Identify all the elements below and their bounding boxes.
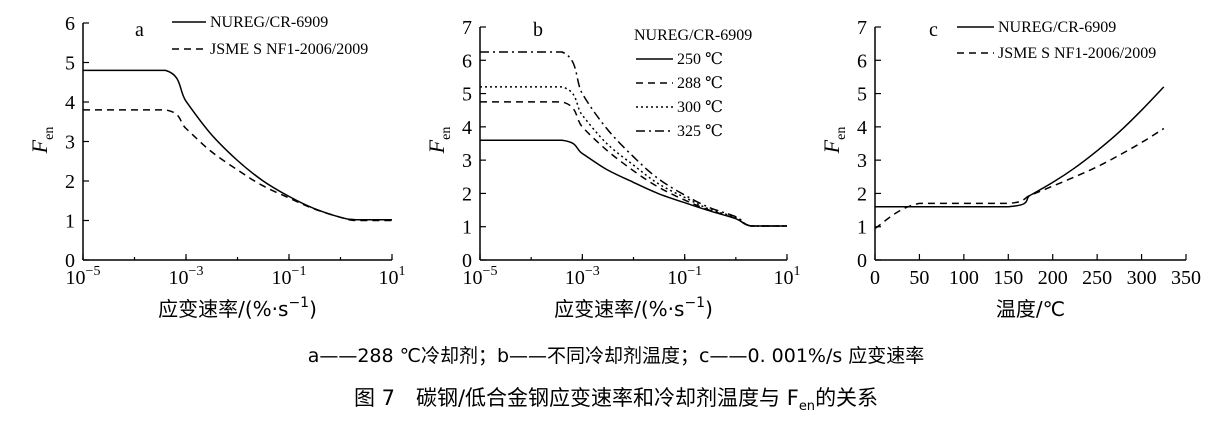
x-tick-label: 50 — [909, 267, 929, 289]
legend-entry: NUREG/CR-6909 — [998, 19, 1116, 36]
x-tick-label: 101 — [774, 264, 801, 289]
legend: NUREG/CR-6909 250 ℃ 288 ℃ 300 ℃ 325 ℃ — [634, 27, 752, 140]
legend-entry: 325 ℃ — [677, 123, 723, 140]
x-tick-label: 150 — [993, 267, 1023, 289]
panel-label: b — [533, 19, 543, 41]
series-line — [480, 139, 787, 227]
legend-entry: JSME S NF1-2006/2009 — [210, 41, 368, 58]
x-tick-label: 10−1 — [667, 264, 702, 289]
figure-caption-main: 图 7 碳钢/低合金钢应变速率和冷却剂温度与 F — [354, 386, 799, 410]
legend-entry: 288 ℃ — [677, 75, 723, 92]
legend-entry: JSME S NF1-2006/2009 — [998, 45, 1156, 62]
figure-sub-caption: a——288 ℃冷却剂；b——不同冷却剂温度；c——0. 001%/s 应变速率 — [308, 345, 925, 367]
panel-a: 0 1 2 3 4 5 6 10−5 10−3 10−1 101 应变速率/(%·s−1) Fen a NU… — [27, 13, 406, 321]
x-tick-label: 350 — [1171, 267, 1201, 289]
legend-entry: 300 ℃ — [677, 99, 723, 116]
panel-b: 0 1 2 3 4 5 6 7 10−5 10−3 10−1 101 应变速率/(%·s−1) Fen b N… — [424, 17, 801, 321]
x-axis-label: 温度/℃ — [996, 297, 1065, 321]
y-tick-label: 0 — [65, 250, 75, 272]
x-tick-label: 100 — [949, 267, 979, 289]
figure-caption-sub: en — [799, 399, 815, 414]
y-tick-label: 6 — [462, 50, 472, 72]
panel-c: 0 1 2 3 4 5 6 7 0 50 100 150 200 250 300 350 温度/℃ Fen c NUR… — [819, 17, 1201, 321]
y-axis-label: Fen — [27, 127, 57, 155]
y-tick-label: 2 — [462, 183, 472, 205]
series-line — [83, 109, 392, 222]
y-tick-label: 2 — [65, 171, 75, 193]
y-tick-label: 7 — [462, 17, 472, 39]
panel-label: c — [929, 19, 938, 41]
series-line — [875, 86, 1165, 208]
series-line — [83, 69, 392, 221]
y-axis-label: Fen — [819, 127, 849, 155]
x-tick-label: 10−1 — [272, 264, 307, 289]
y-tick-label: 1 — [65, 211, 75, 233]
y-axis-label: Fen — [424, 127, 454, 155]
x-tick-label: 10−5 — [463, 264, 498, 289]
x-tick-label: 10−3 — [169, 264, 204, 289]
series-line — [480, 86, 787, 227]
y-tick-label: 0 — [462, 250, 472, 272]
series-line — [480, 101, 787, 227]
x-tick-label: 10−5 — [66, 264, 101, 289]
y-tick-label: 0 — [857, 250, 867, 272]
series-line — [480, 51, 787, 227]
y-tick-label: 3 — [857, 150, 867, 172]
y-tick-label: 3 — [65, 132, 75, 154]
x-tick-label: 10−3 — [565, 264, 600, 289]
x-tick-label: 250 — [1082, 267, 1112, 289]
y-tick-label: 5 — [857, 84, 867, 106]
legend-entry: 250 ℃ — [677, 51, 723, 68]
y-tick-label: 7 — [857, 17, 867, 39]
x-axis-label: 应变速率/(%·s−1) — [554, 295, 713, 321]
y-tick-label: 5 — [65, 53, 75, 75]
y-tick-label: 3 — [462, 150, 472, 172]
legend-entry: NUREG/CR-6909 — [210, 14, 328, 31]
y-tick-label: 2 — [857, 183, 867, 205]
legend: NUREG/CR-6909 JSME S NF1-2006/2009 — [957, 19, 1156, 62]
x-tick-label: 101 — [379, 264, 406, 289]
panel-label: a — [135, 19, 144, 41]
figure-caption-tail: 的关系 — [815, 386, 878, 410]
y-tick-label: 4 — [462, 117, 472, 139]
legend: NUREG/CR-6909 JSME S NF1-2006/2009 — [172, 14, 368, 58]
legend-title: NUREG/CR-6909 — [634, 27, 752, 44]
x-tick-label: 0 — [870, 267, 880, 289]
y-tick-label: 1 — [857, 217, 867, 239]
x-tick-label: 200 — [1038, 267, 1068, 289]
y-tick-label: 4 — [65, 92, 75, 114]
series-line — [874, 127, 1165, 230]
y-tick-label: 6 — [65, 13, 75, 35]
x-tick-label: 300 — [1127, 267, 1157, 289]
figure-caption: 图 7 碳钢/低合金钢应变速率和冷却剂温度与 Fen的关系 — [354, 386, 878, 414]
y-tick-label: 1 — [462, 217, 472, 239]
y-tick-label: 4 — [857, 117, 867, 139]
x-axis-label: 应变速率/(%·s−1) — [158, 295, 317, 321]
y-tick-label: 6 — [857, 50, 867, 72]
y-tick-label: 5 — [462, 84, 472, 106]
